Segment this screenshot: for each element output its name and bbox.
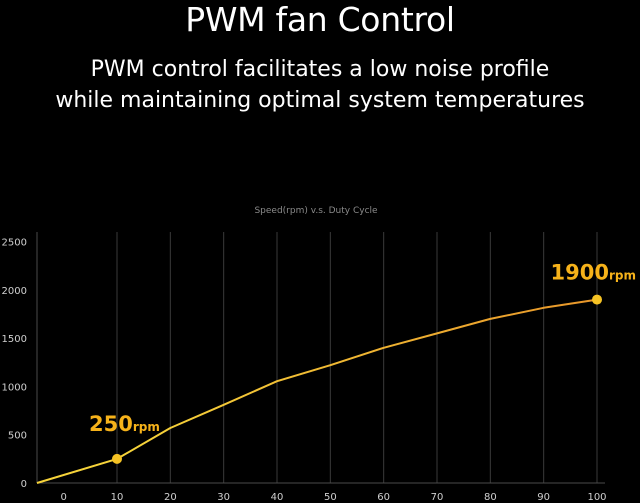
x-tick-label-50: 50 <box>324 492 337 503</box>
page-subtitle: PWM control facilitates a low noise prof… <box>0 54 640 116</box>
y-tick-label-500: 500 <box>8 431 27 442</box>
callout-label-1900: 1900rpm <box>551 261 636 285</box>
y-tick-labels: 0 500 1000 1500 2000 2500 <box>2 238 27 490</box>
x-tick-label-40: 40 <box>271 492 284 503</box>
x-tick-label-10: 10 <box>111 492 124 503</box>
chart-title: Speed(rpm) v.s. Duty Cycle <box>254 206 378 216</box>
data-point-marker-250 <box>112 453 122 464</box>
subtitle-line-2: while maintaining optimal system tempera… <box>55 88 585 113</box>
x-tick-label-70: 70 <box>431 492 444 503</box>
x-tick-label-80: 80 <box>484 492 497 503</box>
subtitle-line-1: PWM control facilitates a low noise prof… <box>90 57 550 82</box>
grid-lines <box>116 232 598 483</box>
callout-value: 1900 <box>551 261 609 285</box>
x-tick-label-20: 20 <box>164 492 177 503</box>
callout-value: 250 <box>89 412 133 436</box>
x-tick-label-90: 90 <box>537 492 550 503</box>
x-tick-label-0: 0 <box>60 492 66 503</box>
y-tick-label-0: 0 <box>21 479 27 490</box>
page-title: PWM fan Control <box>185 0 455 39</box>
axes <box>36 232 605 484</box>
x-tick-label-30: 30 <box>217 492 230 503</box>
series-line-0 <box>36 298 598 484</box>
x-tick-labels: 0 10 20 30 40 50 60 70 80 90 100 <box>60 492 606 503</box>
y-tick-label-1500: 1500 <box>2 334 27 345</box>
x-tick-label-60: 60 <box>377 492 390 503</box>
callout-unit: rpm <box>133 420 160 434</box>
data-point-marker-1900 <box>592 294 602 305</box>
callout-label-250: 250rpm <box>89 412 160 436</box>
x-tick-label-100: 100 <box>587 492 606 503</box>
y-tick-label-2500: 2500 <box>2 238 27 249</box>
y-tick-label-1000: 1000 <box>2 382 27 393</box>
series-layer <box>36 298 598 484</box>
y-tick-label-2000: 2000 <box>2 286 27 297</box>
callout-unit: rpm <box>609 269 636 283</box>
